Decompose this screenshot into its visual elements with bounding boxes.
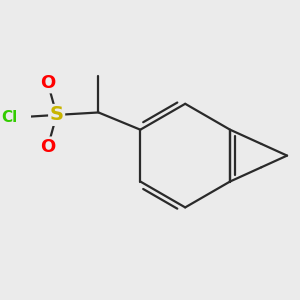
Text: O: O	[40, 74, 56, 92]
Text: S: S	[50, 105, 64, 124]
Text: Cl: Cl	[1, 110, 17, 125]
Text: O: O	[40, 138, 56, 156]
